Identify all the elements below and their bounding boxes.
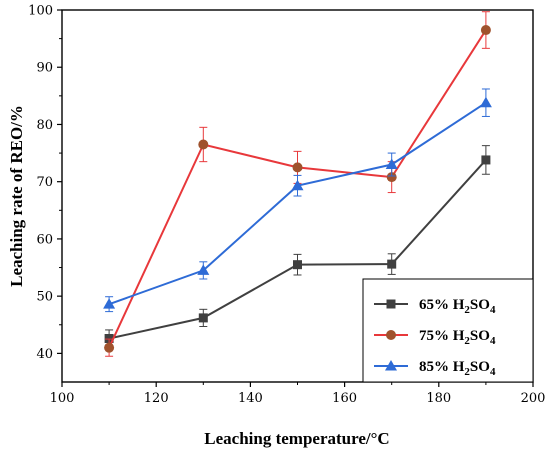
legend-subscript: 4 — [490, 335, 496, 347]
legend-entry: 65% H2SO4 — [374, 297, 496, 316]
y-tick-label: 60 — [36, 232, 53, 247]
x-tick-label: 180 — [426, 391, 451, 406]
legend-label: 75% H2SO4 — [419, 328, 496, 347]
data-point — [385, 158, 398, 170]
data-point — [197, 264, 210, 275]
y-tick-label: 100 — [28, 4, 53, 19]
axes: 100 120 140 160 180 200 40 50 60 70 80 90 100 — [28, 4, 545, 407]
series-0 — [104, 145, 491, 348]
data-point — [386, 172, 397, 183]
legend-subscript: 2 — [464, 366, 470, 378]
legend-text-part: SO — [470, 359, 490, 375]
legend-subscript: 4 — [490, 366, 496, 378]
series-layer — [103, 11, 492, 357]
data-point — [291, 179, 304, 191]
legend-label: 85% H2SO4 — [419, 359, 496, 378]
series-2 — [103, 88, 492, 313]
data-point — [198, 313, 208, 323]
y-tick-label: 80 — [36, 118, 53, 133]
x-tick-label: 120 — [144, 391, 169, 406]
legend-label: 65% H2SO4 — [419, 297, 496, 316]
legend-text-part: 85% H — [419, 359, 465, 375]
x-axis-title: Leaching temperature/°C — [204, 429, 389, 448]
legend-text-part: SO — [470, 328, 490, 344]
legend-marker — [386, 299, 396, 309]
legend-entry: 75% H2SO4 — [374, 328, 496, 347]
data-point — [387, 259, 397, 269]
x-tick-label: 160 — [332, 391, 357, 406]
data-point — [480, 25, 491, 36]
data-point — [293, 260, 302, 270]
legend-marker — [386, 330, 396, 340]
data-point — [292, 162, 303, 173]
x-tick-label: 200 — [521, 391, 546, 406]
x-tick-label: 100 — [50, 391, 75, 406]
y-tick-label: 70 — [36, 175, 53, 190]
legend-text-part: 65% H — [419, 297, 465, 313]
legend-subscript: 2 — [464, 304, 470, 316]
data-point — [104, 334, 114, 344]
y-tick-label: 40 — [36, 347, 53, 362]
y-tick-label: 90 — [36, 61, 53, 76]
data-point — [479, 96, 492, 108]
data-point — [104, 342, 115, 353]
legend-subscript: 4 — [490, 304, 496, 316]
data-point — [103, 298, 116, 309]
data-point — [481, 155, 491, 165]
y-tick-label: 50 — [36, 290, 53, 305]
legend-marker — [385, 360, 397, 371]
data-point — [198, 139, 209, 150]
legend-subscript: 2 — [464, 335, 470, 347]
legend-text-part: 75% H — [419, 328, 465, 344]
y-axis-title: Leaching rate of REO/% — [7, 105, 26, 287]
legend-entry: 85% H2SO4 — [374, 359, 496, 378]
x-tick-label: 140 — [238, 391, 263, 406]
legend-text-part: SO — [470, 297, 490, 313]
